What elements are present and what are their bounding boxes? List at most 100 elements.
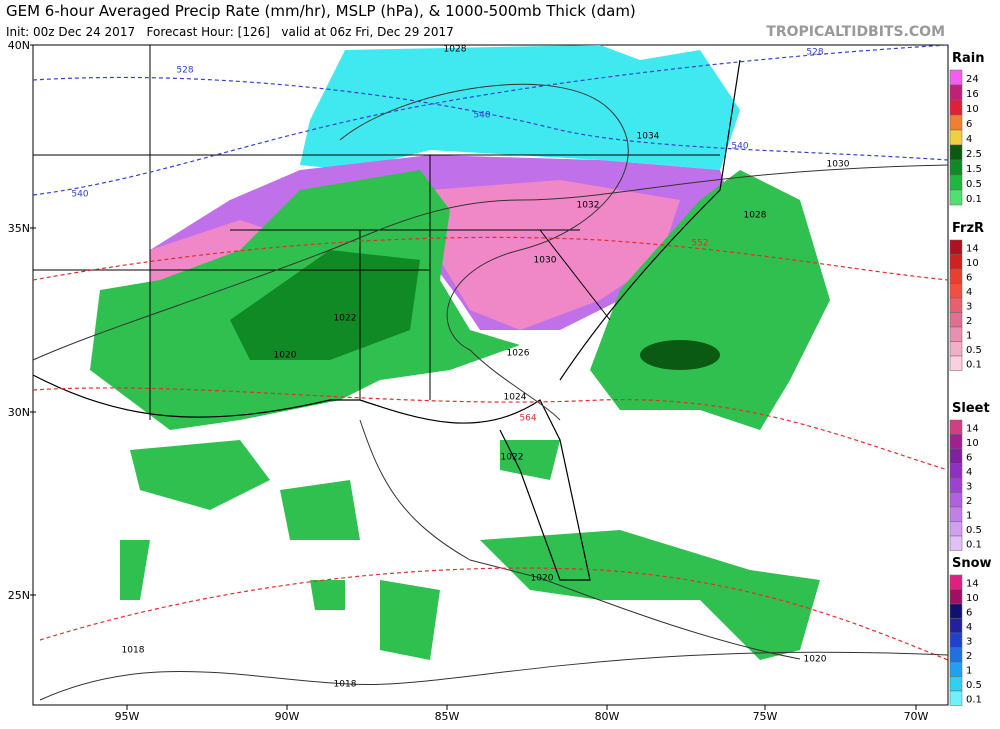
lon-label: 75W <box>753 710 778 723</box>
legend-label: 14 <box>966 244 979 255</box>
legend-label: 0.1 <box>966 540 982 551</box>
isobar-label: 1022 <box>334 314 357 324</box>
lon-label: 80W <box>595 710 620 723</box>
legend-swatch <box>949 434 963 450</box>
lat-label: 40N <box>8 39 30 52</box>
legend-swatch <box>949 448 963 464</box>
legend-swatch <box>949 535 963 551</box>
legend-title: Snow <box>952 556 992 571</box>
legend-label: 10 <box>966 104 979 115</box>
coastline <box>32 59 741 581</box>
scattered-rain <box>120 440 820 660</box>
lon-label: 70W <box>904 710 929 723</box>
heavy-rain-area <box>230 250 420 360</box>
legend-label: 10 <box>966 258 979 269</box>
isobar-label: 1028 <box>444 45 467 55</box>
legend-swatch <box>949 69 963 86</box>
legend-swatch <box>949 492 963 508</box>
isobars <box>32 83 949 701</box>
legend-label: 14 <box>966 579 979 590</box>
legend-label: 2 <box>966 496 972 507</box>
legend-label: 0.1 <box>966 194 982 205</box>
legend-swatch <box>949 690 963 706</box>
thickness-label: 540 <box>71 190 88 200</box>
legend-label: 0.5 <box>966 179 982 190</box>
snow-area <box>300 45 740 170</box>
isobar-label: 1034 <box>637 132 660 142</box>
legend-label: 6 <box>966 273 972 284</box>
legend-label: 0.5 <box>966 525 982 536</box>
legend-swatch <box>949 477 963 493</box>
legend-swatch <box>949 114 963 131</box>
legend-label: 3 <box>966 482 972 493</box>
legend-label: 0.1 <box>966 360 982 371</box>
lat-label: 30N <box>8 406 30 419</box>
isobar-label: 1026 <box>507 349 530 359</box>
thickness-label: 528 <box>176 66 193 76</box>
thickness-label: 528 <box>806 48 823 58</box>
legend-label: 1 <box>966 331 972 342</box>
legend-label: 0.5 <box>966 680 982 691</box>
thickness-label: 540 <box>731 142 748 152</box>
freezing-rain-area <box>150 180 680 330</box>
legend-label: 6 <box>966 453 972 464</box>
site: TROPICALTIDBITS.COM <box>766 24 945 40</box>
legend-label: 6 <box>966 608 972 619</box>
legend-label: 0.5 <box>966 345 982 356</box>
map: 1028 1034 1030 1032 1028 1030 1022 1020 … <box>32 44 949 706</box>
legend-label: 10 <box>966 593 979 604</box>
legend-swatch <box>949 521 963 537</box>
isobar-label: 1018 <box>122 646 145 656</box>
legend-swatch <box>949 419 963 435</box>
thickness-label: 540 <box>473 111 490 121</box>
isobar-label: 1018 <box>334 680 357 690</box>
thickness-label: 552 <box>691 239 708 249</box>
legend-label: 4 <box>966 622 972 633</box>
title: GEM 6-hour Averaged Precip Rate (mm/hr),… <box>6 2 636 20</box>
legend-label: 6 <box>966 119 972 130</box>
legend-title: FrzR <box>952 221 984 236</box>
legend-swatch <box>949 144 963 161</box>
legend-swatch <box>949 239 963 255</box>
legend-swatch <box>949 174 963 191</box>
legend-swatch <box>949 159 963 176</box>
isobar-label: 1020 <box>274 351 297 361</box>
legend-label: 3 <box>966 637 972 648</box>
legend-swatch <box>949 647 963 663</box>
heavy-rain-area-2 <box>640 340 720 370</box>
legend-swatch <box>949 603 963 619</box>
lat-label: 35N <box>8 222 30 235</box>
legend-label: 3 <box>966 302 972 313</box>
legend-swatch <box>949 355 963 371</box>
legend-swatch <box>949 463 963 479</box>
lon-label: 85W <box>435 710 460 723</box>
legend-swatch <box>949 99 963 116</box>
legend-label: 4 <box>966 287 972 298</box>
isobar-label: 1030 <box>534 256 557 266</box>
rain-area-2 <box>590 170 830 430</box>
legend-swatch <box>949 632 963 648</box>
legend-label: 4 <box>966 134 972 145</box>
legend-label: 10 <box>966 438 979 449</box>
legend-swatch <box>949 254 963 270</box>
legend-label: 2 <box>966 316 972 327</box>
legend-label: 2 <box>966 651 972 662</box>
isobar-label: 1030 <box>827 160 850 170</box>
lon-label: 90W <box>275 710 300 723</box>
legend-label: 14 <box>966 424 979 435</box>
legend-swatch <box>949 661 963 677</box>
legend-swatch <box>949 506 963 522</box>
isobar-label: 1020 <box>804 655 827 665</box>
legend-swatch <box>949 341 963 357</box>
legend-swatch <box>949 312 963 328</box>
legend-swatch <box>949 283 963 299</box>
legend-label: 24 <box>966 74 979 85</box>
legend-swatch <box>949 589 963 605</box>
isobar-label: 1020 <box>531 574 554 584</box>
isobar-label: 1022 <box>501 453 524 463</box>
legend-label: 16 <box>966 89 979 100</box>
legend-label: 0.1 <box>966 695 982 706</box>
legend-title: Sleet <box>952 401 990 416</box>
